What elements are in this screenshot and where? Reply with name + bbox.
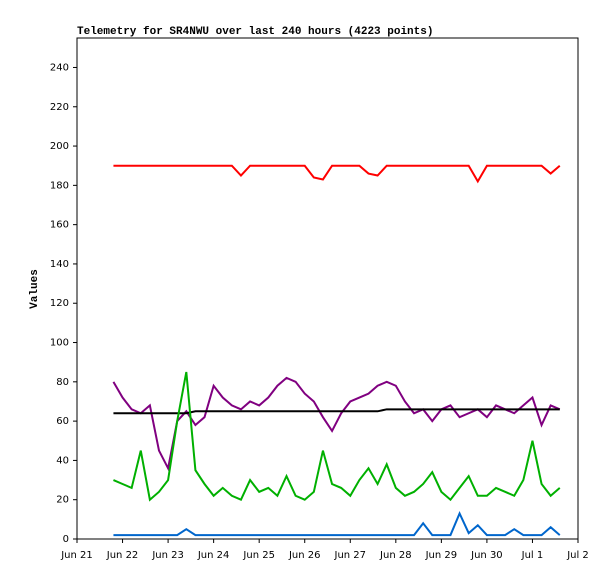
series-line bbox=[113, 408, 560, 415]
y-axis-label: Values bbox=[29, 269, 41, 309]
series-line bbox=[113, 510, 561, 537]
y-tick-label: 40 bbox=[56, 455, 69, 466]
x-tick-label: Jun 21 bbox=[60, 550, 93, 561]
series-line bbox=[113, 371, 561, 502]
y-tick-label: 80 bbox=[56, 377, 69, 388]
y-tick-label: 160 bbox=[50, 220, 69, 231]
y-tick-label: 140 bbox=[50, 259, 69, 270]
x-tick-label: Jun 23 bbox=[151, 550, 184, 561]
x-tick-label: Jun 24 bbox=[197, 550, 230, 561]
y-tick-label: 120 bbox=[50, 298, 69, 309]
y-tick-label: 200 bbox=[50, 141, 69, 152]
y-tick-label: 180 bbox=[50, 180, 69, 191]
x-tick-label: Jul 1 bbox=[521, 550, 544, 561]
y-tick-label: 60 bbox=[56, 416, 69, 427]
plot-frame bbox=[76, 37, 579, 540]
x-tick-label: Jun 22 bbox=[106, 550, 139, 561]
series-line bbox=[112, 376, 561, 472]
chart-title: Telemetry for SR4NWU over last 240 hours… bbox=[77, 26, 433, 38]
x-tick-label: Jun 30 bbox=[470, 550, 503, 561]
x-tick-label: Jun 28 bbox=[379, 550, 412, 561]
x-tick-label: Jun 25 bbox=[242, 550, 275, 561]
y-tick-label: 100 bbox=[50, 338, 69, 349]
x-tick-label: Jun 26 bbox=[288, 550, 321, 561]
y-tick-label: 20 bbox=[56, 495, 69, 506]
y-tick-label: 0 bbox=[63, 534, 69, 545]
y-tick-label: 220 bbox=[50, 102, 69, 113]
x-tick-label: Jun 27 bbox=[334, 550, 367, 561]
series-line bbox=[113, 164, 561, 184]
x-tick-label: Jun 29 bbox=[425, 550, 458, 561]
y-tick-label: 240 bbox=[50, 62, 69, 73]
x-tick-label: Jul 2 bbox=[566, 550, 589, 561]
